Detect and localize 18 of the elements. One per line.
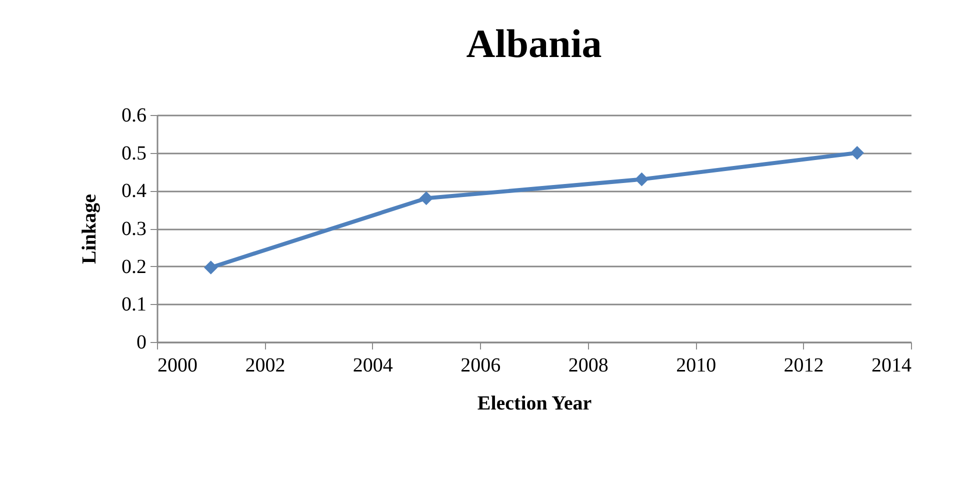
x-axis-title: Election Year — [477, 392, 592, 414]
y-axis-title: Linkage — [78, 194, 100, 264]
x-tick-label: 2004 — [352, 354, 393, 376]
x-tick-label: 2006 — [460, 354, 501, 376]
x-tick-label: 2012 — [784, 354, 824, 376]
x-tick-label: 2014 — [872, 354, 912, 376]
x-tick-label: 2000 — [158, 354, 198, 376]
chart-title: Albania — [466, 21, 602, 66]
y-tick-label: 0.3 — [122, 218, 146, 240]
y-tick-label: 0 — [136, 332, 146, 354]
x-tick-label: 2008 — [568, 354, 608, 376]
x-tick-label: 2010 — [676, 354, 716, 376]
y-tick-label: 0.2 — [122, 256, 146, 278]
y-tick-label: 0.1 — [122, 294, 146, 316]
y-tick-label: 0.5 — [122, 142, 146, 164]
y-tick-label: 0.6 — [122, 104, 146, 126]
x-tick-label: 2002 — [245, 354, 286, 376]
y-tick-label: 0.4 — [122, 180, 146, 202]
